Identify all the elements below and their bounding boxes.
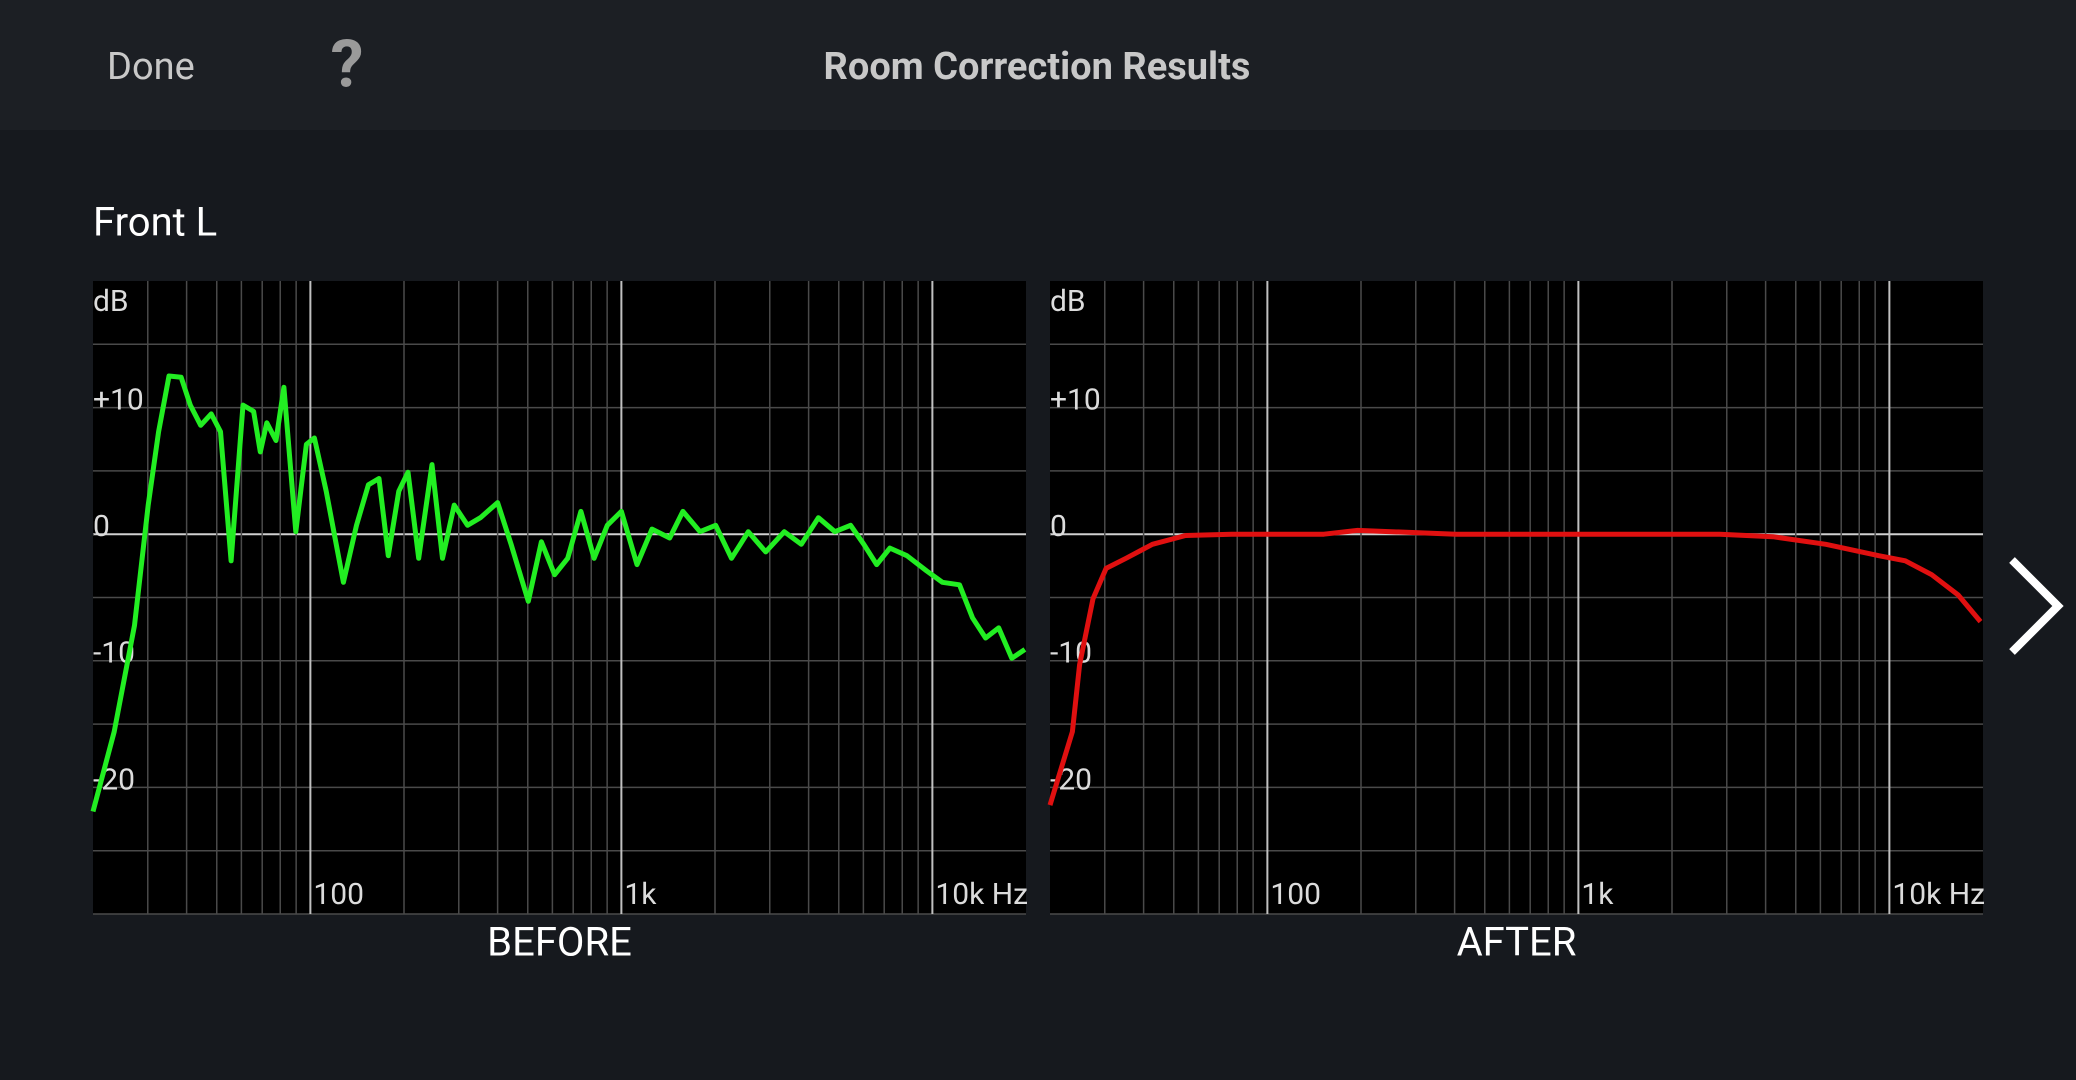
response-line <box>1047 527 1983 806</box>
y-tick-label: +10 <box>1050 383 1101 418</box>
page-title: Room Correction Results <box>824 45 1251 89</box>
x-tick-label: 100 <box>313 877 364 912</box>
top-bar <box>0 0 2076 130</box>
done-button[interactable]: Done <box>107 45 195 89</box>
y-tick-label: +10 <box>93 383 144 418</box>
x-tick-label: 100 <box>1270 877 1321 912</box>
help-button[interactable]: ? <box>331 26 364 103</box>
y-tick-label: 0 <box>1050 509 1067 544</box>
next-arrow[interactable] <box>2009 557 2064 655</box>
y-axis-label: dB <box>93 284 129 319</box>
y-tick-label: 0 <box>93 509 110 544</box>
chart-title: AFTER <box>1457 919 1577 966</box>
y-axis-label: dB <box>1050 284 1086 319</box>
x-tick-label: 10k Hz <box>935 877 1028 912</box>
chart-title: BEFORE <box>487 919 632 966</box>
response-line <box>90 373 1027 813</box>
x-tick-label: 1k <box>1581 877 1614 912</box>
x-tick-label: 10k Hz <box>1892 877 1985 912</box>
section-title: Front L <box>93 199 217 246</box>
x-tick-label: 1k <box>624 877 657 912</box>
